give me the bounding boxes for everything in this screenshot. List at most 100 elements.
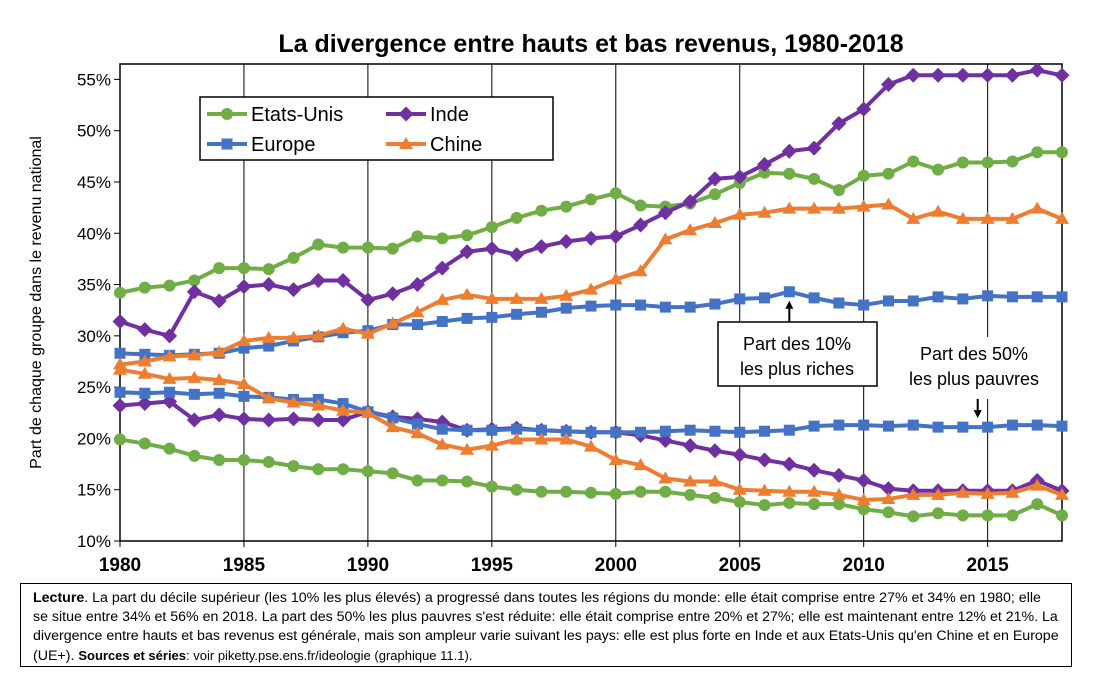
data-point	[658, 471, 673, 484]
series-Etats-Unis	[114, 433, 1068, 523]
data-point	[213, 262, 226, 275]
data-point	[114, 433, 126, 446]
data-point	[1055, 211, 1069, 224]
y-axis-label: Part de chaque groupe dans le revenu nat…	[28, 136, 45, 469]
data-point	[831, 467, 847, 483]
legend-swatch-marker	[399, 137, 413, 149]
data-point	[757, 157, 773, 173]
data-point	[759, 292, 771, 304]
data-point	[880, 77, 896, 93]
chart-title: La divergence entre hauts et bas revenus…	[278, 30, 903, 58]
data-point	[856, 199, 871, 212]
data-point	[956, 509, 969, 522]
data-point	[286, 411, 302, 427]
data-point	[287, 460, 300, 473]
data-point	[435, 292, 450, 305]
sources-text: : voir piketty.pse.ens.fr/ideologie (gra…	[186, 648, 473, 663]
data-point	[906, 487, 921, 500]
data-point	[707, 216, 722, 228]
data-point	[560, 200, 573, 213]
legend-label: Chine	[430, 134, 482, 156]
data-point	[410, 426, 425, 439]
y-tick-label: 35%	[77, 276, 111, 295]
data-point	[633, 458, 648, 471]
data-point	[162, 328, 178, 344]
data-point	[757, 452, 773, 468]
data-point	[833, 419, 845, 431]
data-point	[436, 232, 449, 245]
data-point	[659, 301, 671, 313]
data-point	[558, 233, 574, 249]
data-point	[236, 333, 251, 346]
data-point	[312, 463, 325, 476]
data-point	[684, 424, 696, 436]
data-point	[684, 301, 696, 313]
data-point	[163, 442, 176, 455]
data-point	[709, 298, 721, 310]
data-point	[783, 167, 796, 180]
data-point	[932, 421, 944, 433]
data-point	[882, 167, 895, 180]
data-point	[186, 412, 202, 428]
data-point	[808, 172, 821, 185]
data-point	[683, 474, 698, 487]
data-point	[783, 286, 795, 298]
data-point	[832, 498, 845, 511]
data-point	[337, 241, 350, 254]
data-point	[535, 485, 548, 498]
data-point	[533, 239, 549, 255]
data-point	[659, 485, 672, 498]
data-point	[955, 211, 970, 224]
data-point	[931, 204, 946, 217]
annotation-text: les plus pauvres	[909, 369, 1039, 389]
data-point	[484, 241, 500, 257]
data-point	[387, 412, 399, 424]
data-point	[114, 386, 126, 398]
data-point	[509, 247, 525, 263]
y-tick-label: 40%	[77, 224, 111, 243]
data-point	[781, 143, 797, 159]
data-point	[1056, 291, 1068, 303]
series-Chine	[113, 362, 1069, 505]
data-point	[734, 293, 746, 305]
data-point	[311, 398, 326, 411]
data-point	[138, 437, 151, 450]
x-tick-label: 2005	[719, 555, 762, 576]
data-point	[261, 277, 277, 293]
data-point	[238, 390, 250, 402]
data-point	[930, 67, 946, 83]
data-point	[162, 371, 177, 384]
legend-label: Inde	[430, 104, 469, 126]
data-point	[114, 347, 126, 359]
data-point	[608, 228, 624, 244]
data-point	[707, 171, 723, 187]
data-point	[1031, 419, 1043, 431]
data-point	[411, 319, 423, 331]
data-point	[733, 496, 746, 509]
data-point	[459, 244, 475, 260]
data-point	[213, 453, 226, 466]
data-point	[312, 238, 325, 251]
data-point	[658, 232, 673, 245]
data-point	[932, 163, 945, 176]
data-point	[236, 411, 252, 427]
data-point	[608, 452, 623, 465]
lecture-label: Lecture	[33, 590, 85, 606]
series-Chine	[113, 197, 1069, 370]
annotation-arrow-head	[785, 300, 794, 309]
y-tick-label: 30%	[77, 327, 111, 346]
x-tick-label: 1985	[223, 555, 266, 576]
data-point	[262, 263, 275, 276]
data-point	[112, 313, 128, 329]
data-point	[114, 286, 126, 299]
legend: Etats-Unis Inde Europe Chine	[199, 96, 554, 161]
x-tick-label: 2000	[595, 555, 637, 576]
data-point	[411, 418, 423, 430]
data-point	[212, 372, 227, 385]
data-point	[139, 348, 151, 360]
data-point	[361, 241, 374, 254]
data-point	[560, 485, 573, 498]
data-point	[1055, 487, 1069, 500]
data-point	[585, 426, 597, 438]
data-point	[187, 370, 202, 383]
